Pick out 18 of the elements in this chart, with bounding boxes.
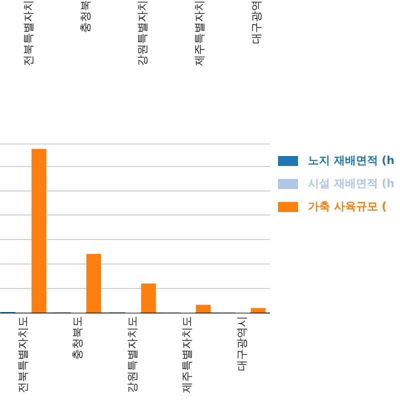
bar: [32, 148, 46, 312]
bar: [141, 283, 156, 312]
x-tick-label: 대구광역시: [235, 316, 248, 371]
bar: [250, 308, 266, 312]
legend-label: 가축 사육규모 (: [308, 199, 387, 214]
bar: [86, 254, 102, 312]
legend-label: 시설 재배면적 (h: [308, 176, 395, 191]
x-tick-label: 강원특별자치도: [126, 316, 139, 393]
text: 대구광역: [250, 0, 263, 44]
x-tick-label: 충청북도: [71, 316, 84, 360]
bar: [196, 304, 211, 312]
text: 충청북: [79, 0, 92, 33]
text: 전북특별자치: [22, 0, 35, 66]
text: 제주특별자치: [193, 0, 206, 66]
x-tick-label: 전북특별자치도: [16, 316, 30, 393]
text: 강원특별자치: [136, 0, 149, 66]
x-tick-label: 제주특별자치도: [180, 316, 194, 393]
legend-label: 노지 재배면적 (h: [308, 153, 395, 168]
